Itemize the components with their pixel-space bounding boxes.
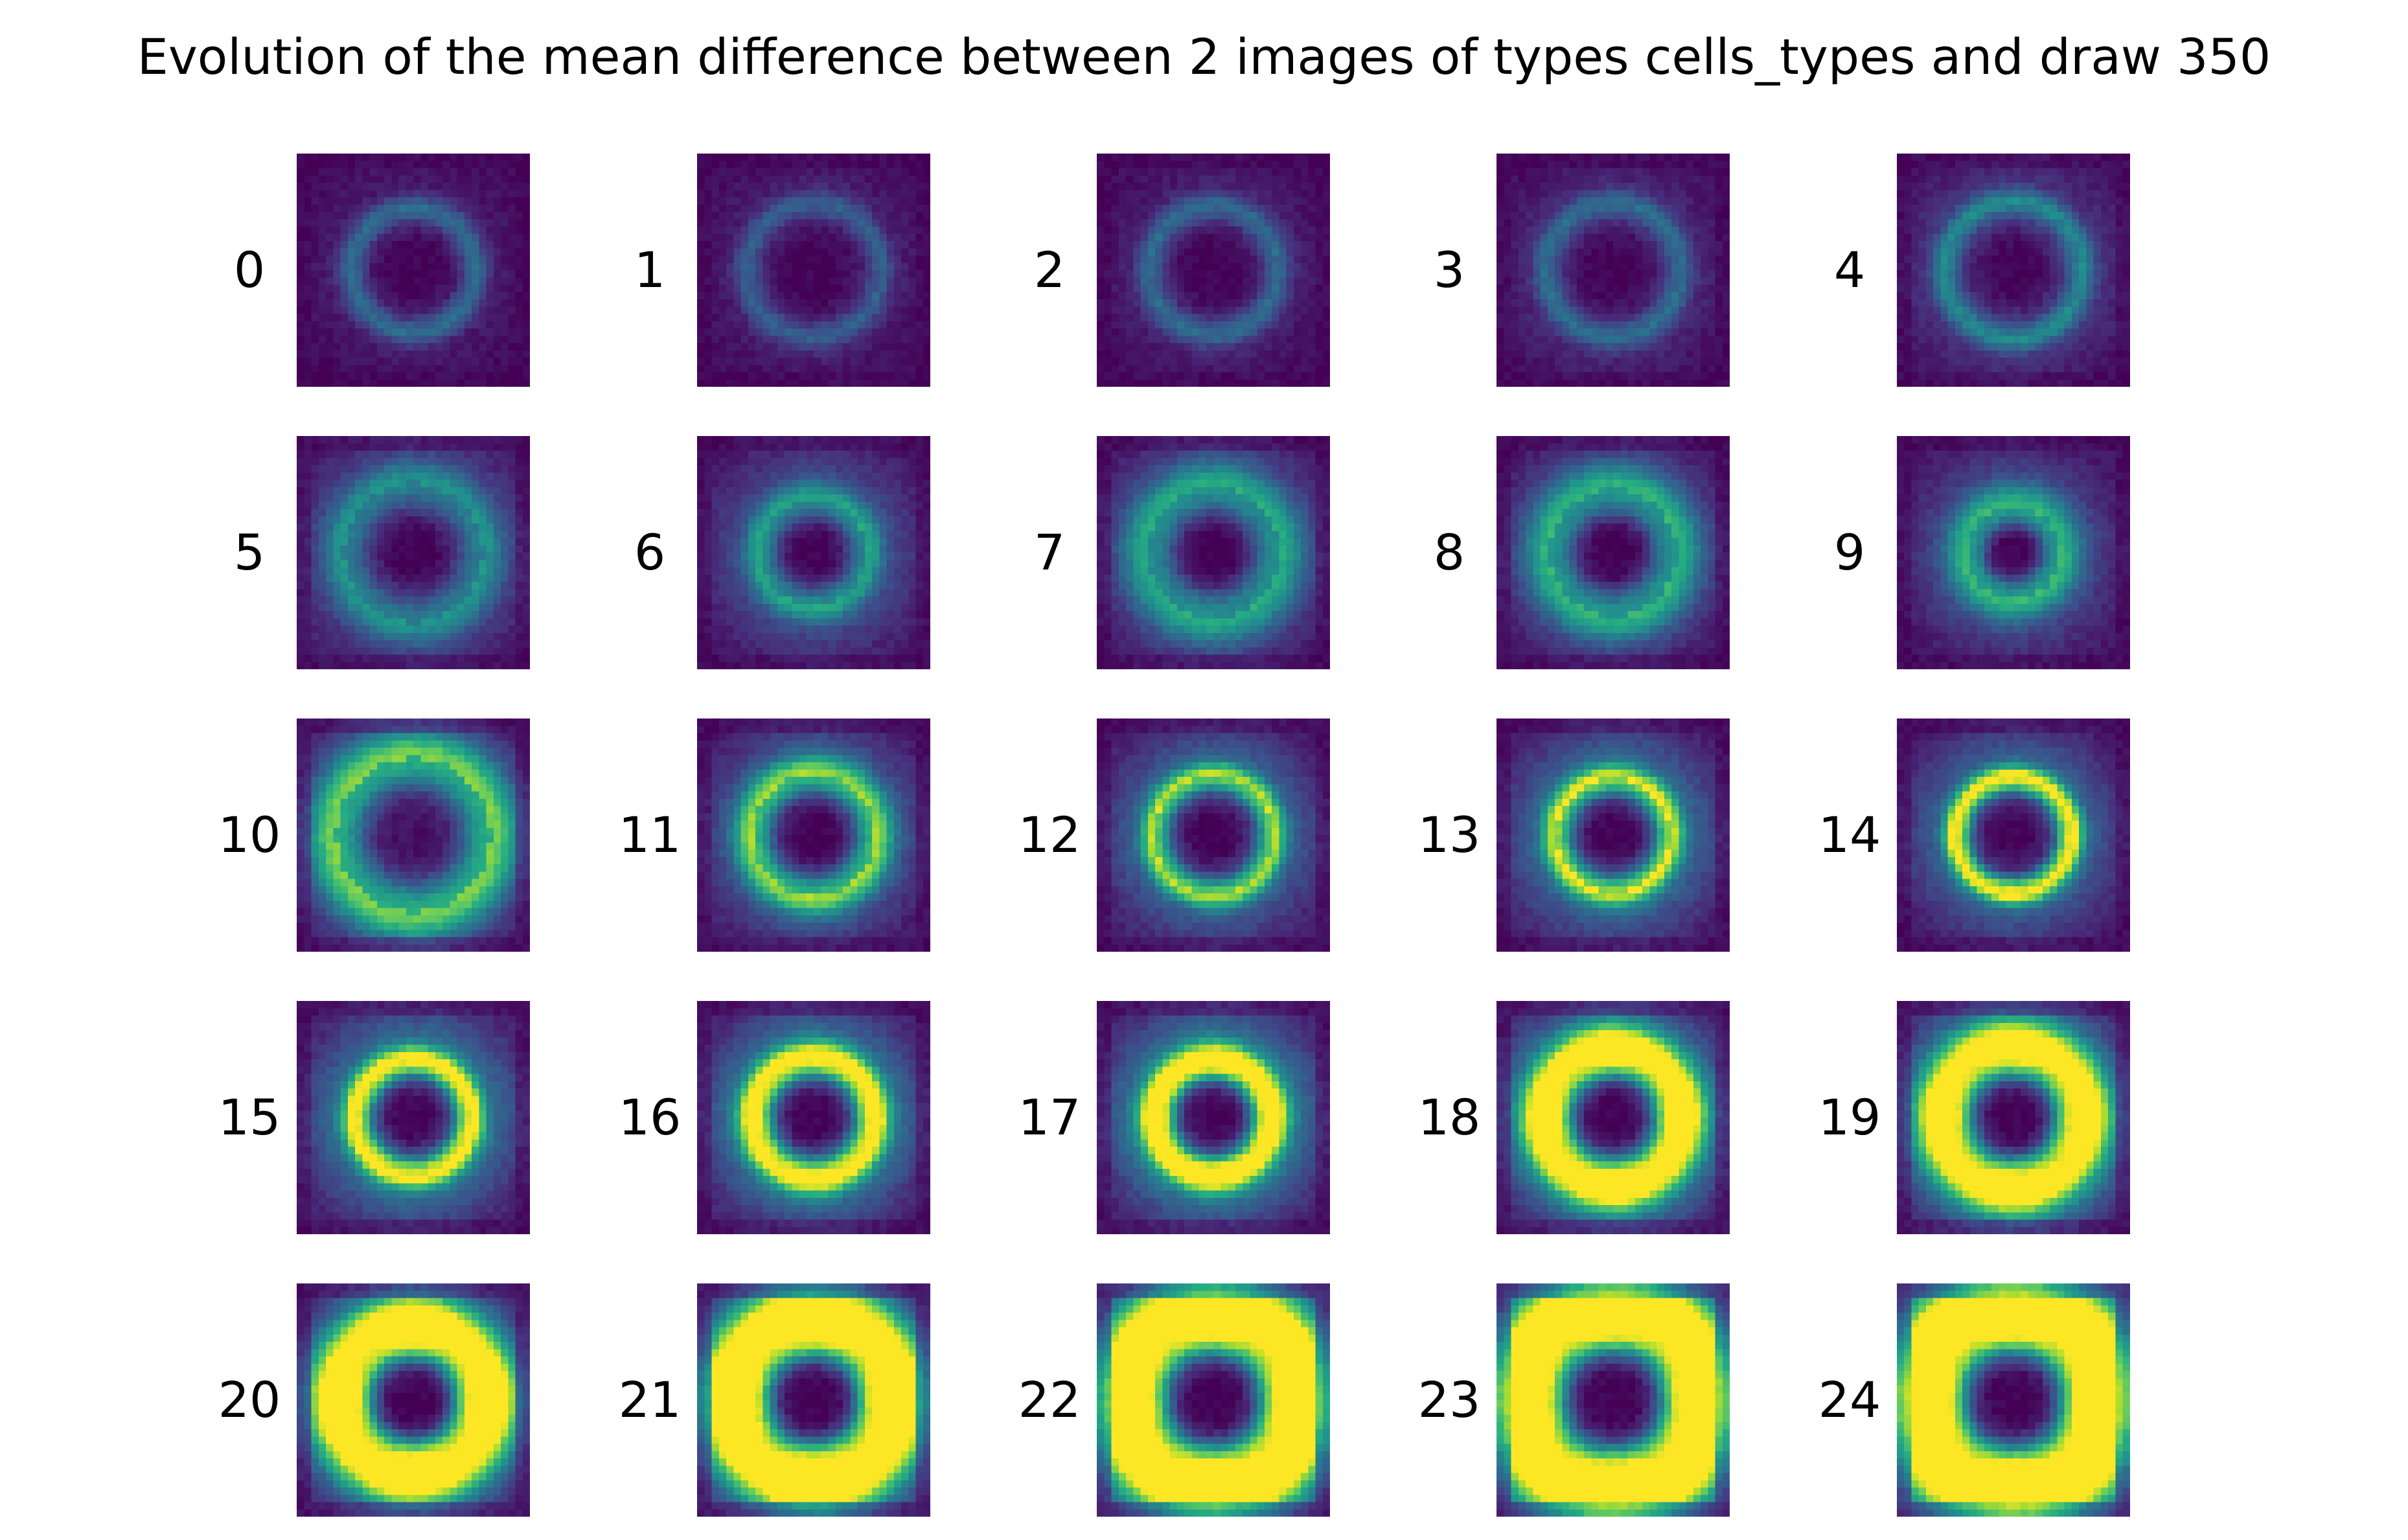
- heatmap-panel-7: [1097, 436, 1330, 669]
- panel-label-4: 4: [1833, 241, 1866, 299]
- panel-label-8: 8: [1433, 523, 1465, 581]
- panel-label-21: 21: [618, 1371, 682, 1429]
- heatmap-panel-8: [1496, 436, 1730, 669]
- panel-label-20: 20: [218, 1371, 281, 1429]
- panel-label-16: 16: [618, 1088, 682, 1146]
- panel-label-14: 14: [1818, 806, 1881, 864]
- panel-label-23: 23: [1417, 1371, 1481, 1429]
- heatmap-panel-11: [697, 718, 930, 952]
- heatmap-panel-5: [297, 436, 530, 669]
- heatmap-panel-22: [1097, 1283, 1330, 1517]
- panel-label-2: 2: [1033, 241, 1066, 299]
- heatmap-panel-9: [1897, 436, 2130, 669]
- heatmap-panel-3: [1496, 154, 1730, 387]
- panel-label-24: 24: [1818, 1371, 1881, 1429]
- heatmap-panel-15: [297, 1001, 530, 1234]
- panel-label-12: 12: [1018, 806, 1081, 864]
- panel-label-0: 0: [233, 241, 266, 299]
- heatmap-panel-10: [297, 718, 530, 952]
- heatmap-panel-19: [1897, 1001, 2130, 1234]
- heatmap-panel-24: [1897, 1283, 2130, 1517]
- panel-label-15: 15: [218, 1088, 281, 1146]
- panel-label-9: 9: [1833, 523, 1866, 581]
- heatmap-panel-0: [297, 154, 530, 387]
- heatmap-panel-6: [697, 436, 930, 669]
- panel-label-19: 19: [1818, 1088, 1881, 1146]
- panel-label-18: 18: [1417, 1088, 1481, 1146]
- chart-title: Evolution of the mean difference between…: [137, 28, 2271, 86]
- panel-label-7: 7: [1033, 523, 1066, 581]
- panel-label-13: 13: [1417, 806, 1481, 864]
- heatmap-panel-13: [1496, 718, 1730, 952]
- heatmap-panel-12: [1097, 718, 1330, 952]
- heatmap-panel-2: [1097, 154, 1330, 387]
- panel-label-5: 5: [233, 523, 266, 581]
- panel-label-10: 10: [218, 806, 281, 864]
- panel-label-3: 3: [1433, 241, 1465, 299]
- panel-label-1: 1: [634, 241, 666, 299]
- panel-label-22: 22: [1018, 1371, 1081, 1429]
- panel-label-11: 11: [618, 806, 682, 864]
- heatmap-panel-21: [697, 1283, 930, 1517]
- heatmap-panel-16: [697, 1001, 930, 1234]
- heatmap-panel-20: [297, 1283, 530, 1517]
- heatmap-panel-18: [1496, 1001, 1730, 1234]
- heatmap-panel-4: [1897, 154, 2130, 387]
- heatmap-panel-1: [697, 154, 930, 387]
- heatmap-panel-23: [1496, 1283, 1730, 1517]
- panel-label-17: 17: [1018, 1088, 1081, 1146]
- heatmap-panel-14: [1897, 718, 2130, 952]
- heatmap-panel-17: [1097, 1001, 1330, 1234]
- panel-label-6: 6: [634, 523, 666, 581]
